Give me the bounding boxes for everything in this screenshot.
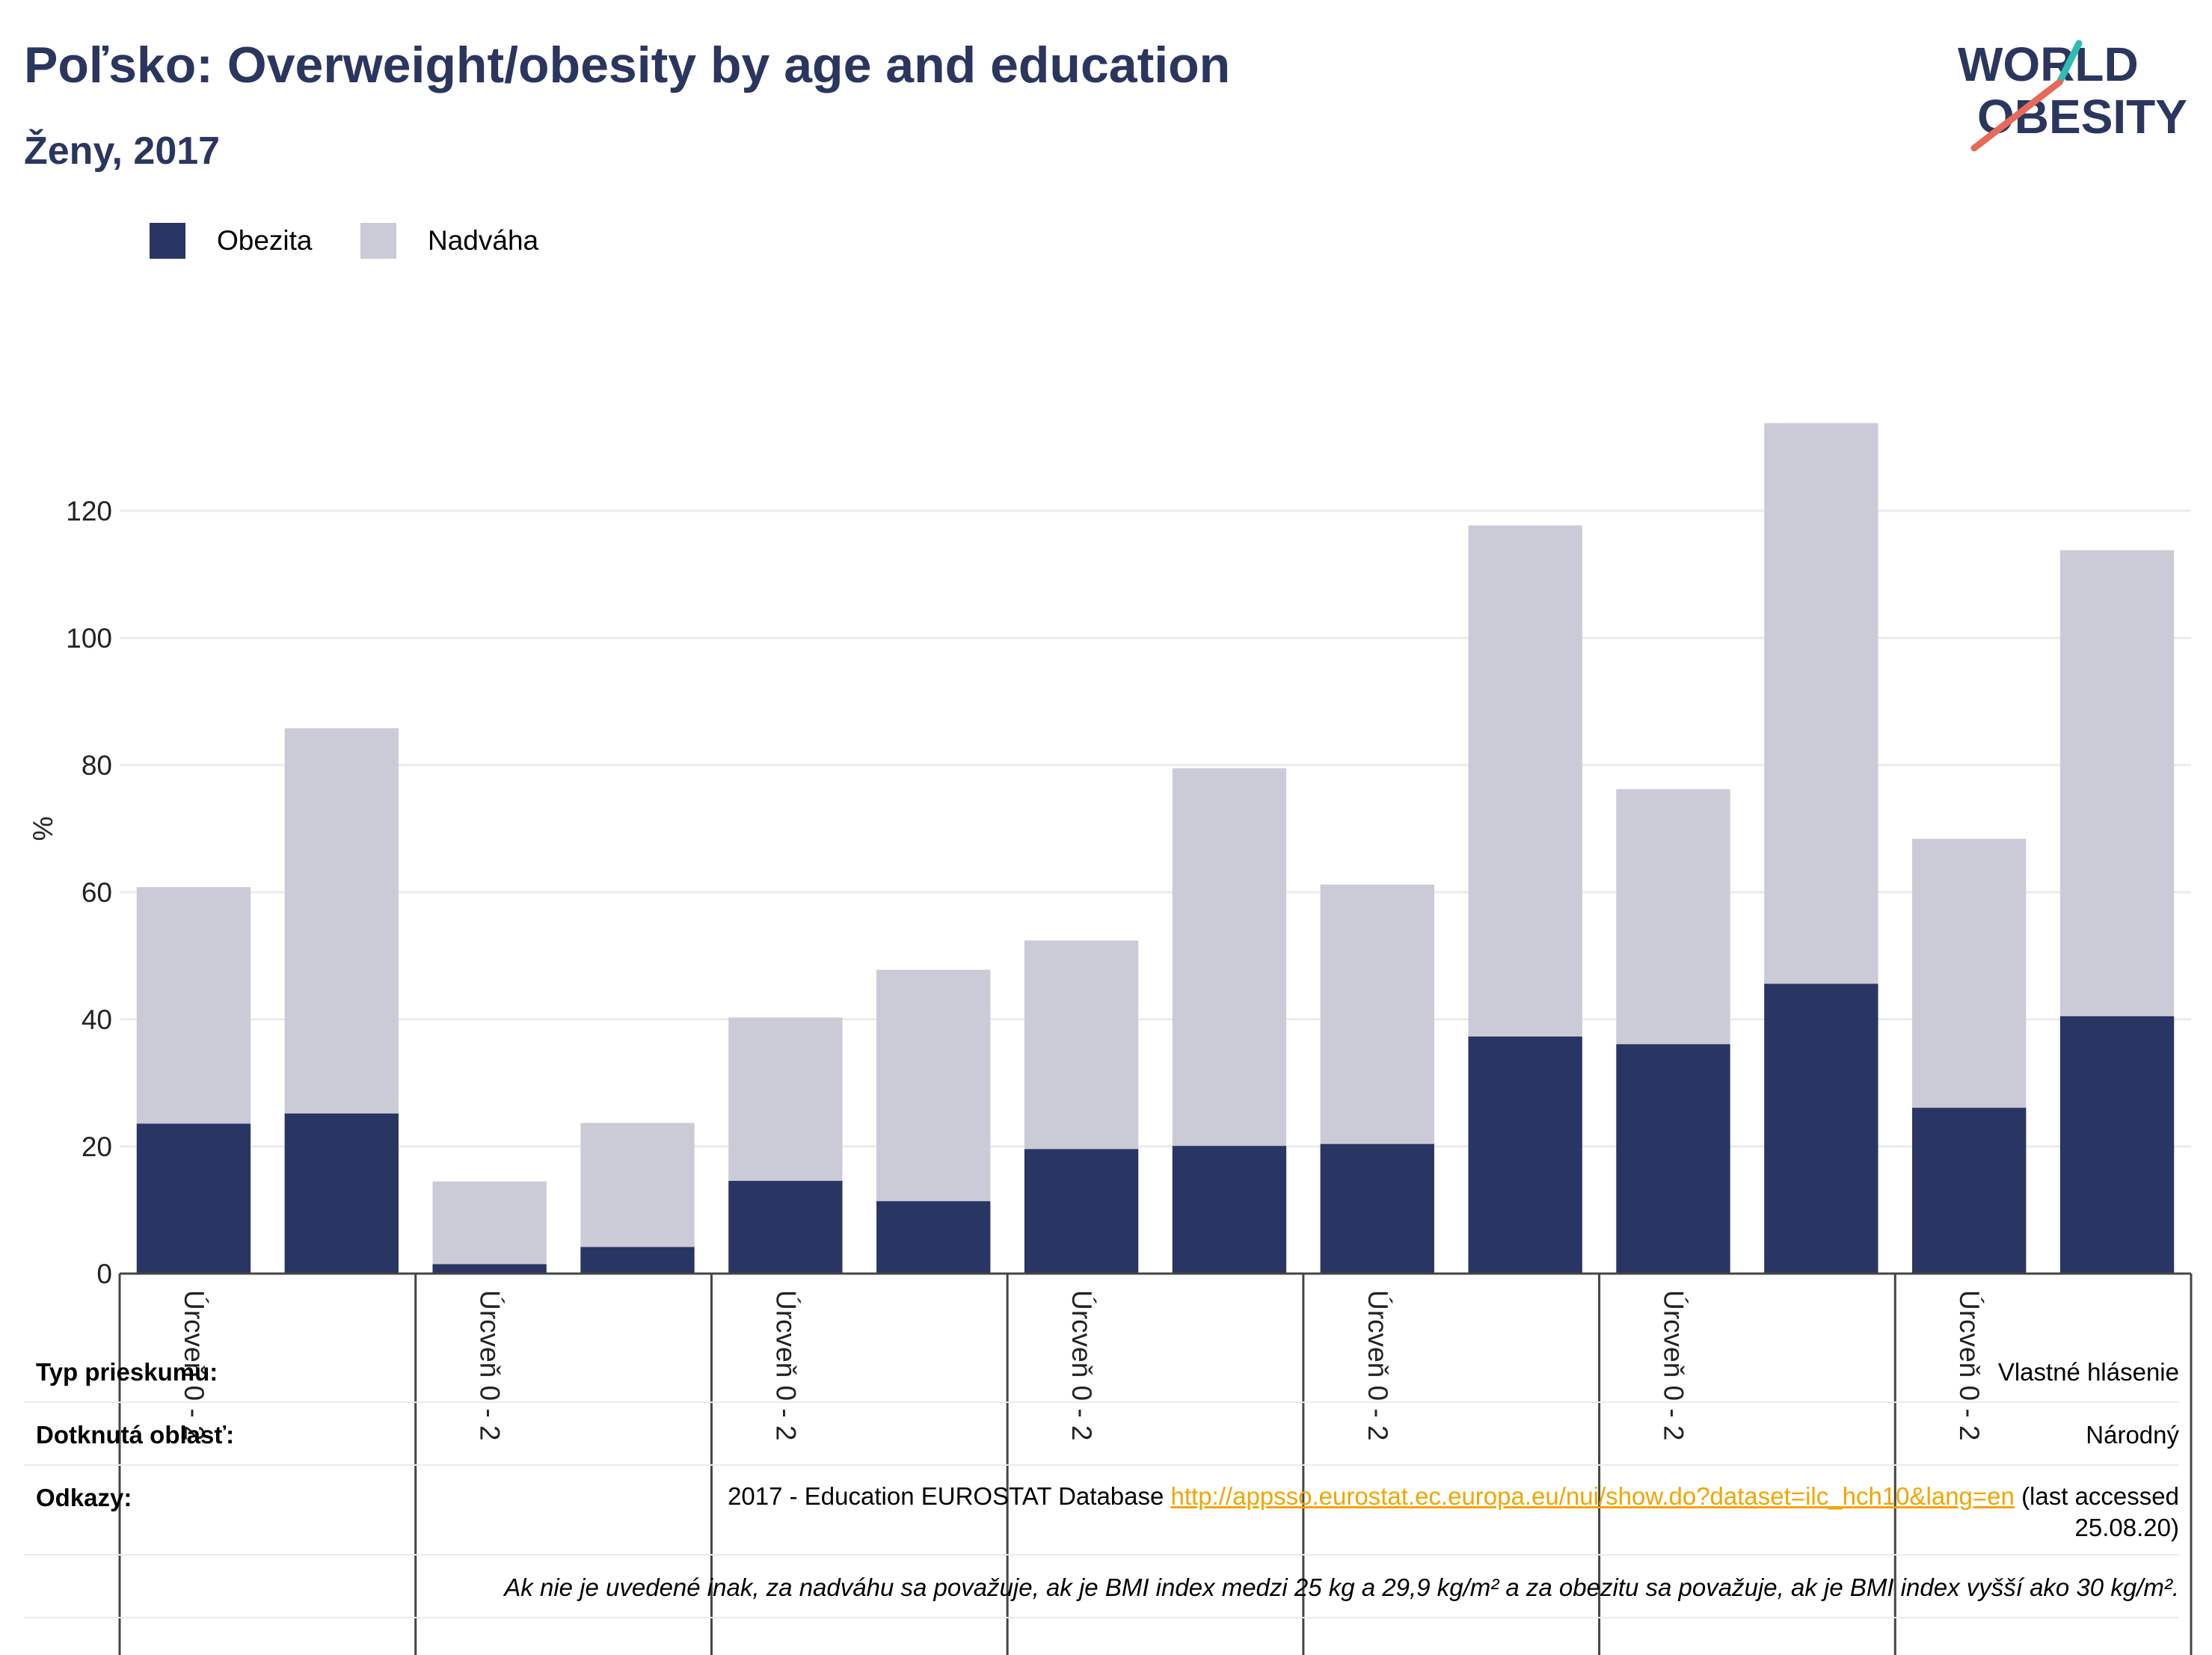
bar-overweight [136,887,251,1124]
area-value: Národný [2086,1421,2179,1449]
bar-obesity [2059,1016,2175,1274]
area-label: Dotknutá oblasť: [36,1421,235,1449]
y-tick-label: 40 [82,1004,112,1035]
y-tick-label: 60 [82,877,112,908]
gridlines [120,509,2191,1148]
bar-obesity [580,1247,695,1274]
y-axis-ticks: 0 20 40 60 80 100 120 [66,496,112,1289]
bar-overweight [580,1123,695,1247]
bar-overweight [284,728,399,1114]
logo-slash-red [1970,79,2063,152]
x-tick-label: Úrcveň 0 - 2 [770,1290,801,1441]
survey-label: Typ prieskumu: [36,1358,218,1386]
x-tick-label: Úrcveň 0 - 2 [1659,1290,1689,1441]
legend-label-obesity: Obezita [217,225,313,256]
note-area: Dotknutá oblasť: Národný [24,1401,2179,1466]
x-tick-label: Úrcveň 0 - 2 [1066,1290,1097,1441]
refs-suffix: (last accessed [2021,1482,2179,1510]
note-survey: Typ prieskumu: Vlastné hlásenie [24,1339,2179,1403]
note-definition: Ak nie je uvedené inak, za nadváhu sa po… [24,1554,2179,1618]
bar-overweight [1468,525,1582,1037]
legend-item-overweight[interactable]: Nadváha [360,223,538,259]
chart-subtitle: Ženy, 2017 [24,129,221,173]
y-tick-label: 100 [66,623,112,654]
bars [136,423,2175,1274]
y-tick-label: 20 [82,1132,112,1162]
bar-obesity [1468,1036,1582,1274]
bar-overweight [2059,550,2175,1016]
legend-swatch-obesity [150,223,185,259]
logo-line1: WORLD [1958,37,2139,91]
y-tick-label: 0 [96,1259,112,1289]
bar-obesity [1320,1143,1434,1274]
y-tick-label: 120 [66,496,112,526]
bar-obesity [432,1264,547,1274]
bar-overweight [1172,768,1287,1146]
x-tick-label: Úrcveň 0 - 2 [475,1290,506,1441]
bar-overweight [1912,838,2027,1108]
refs-text: 2017 - Education EUROSTAT Database [728,1482,1164,1510]
bar-overweight [1764,423,1878,984]
chart-title: Poľsko: Overweight/obesity by age and ed… [24,37,1231,93]
world-obesity-logo: WORLD OBESITY [1958,37,2187,152]
y-tick-label: 80 [82,750,112,781]
x-tick-label: Úrcveň 0 - 2 [1362,1290,1393,1441]
refs-date: 25.08.20) [2074,1514,2179,1541]
definition-text: Ak nie je uvedené inak, za nadváhu sa po… [504,1573,2179,1601]
x-tick-label: Úrcveň 0 - 2 [179,1290,209,1441]
legend-swatch-overweight [360,223,396,259]
bar-obesity [136,1123,251,1274]
bar-obesity [1912,1108,2027,1274]
bar-obesity [876,1201,991,1274]
refs-value: 2017 - Education EUROSTAT Database http:… [728,1481,2179,1544]
survey-value: Vlastné hlásenie [1997,1358,2179,1386]
bar-obesity [728,1180,843,1274]
bar-overweight [432,1181,547,1265]
x-tick-label: Úrcveň 0 - 2 [1954,1290,1985,1441]
note-references: Odkazy: 2017 - Education EUROSTAT Databa… [24,1464,2179,1556]
logo-slash-teal [2056,40,2083,86]
refs-link[interactable]: http://appsso.eurostat.ec.europa.eu/nui/… [1170,1482,2015,1510]
refs-label: Odkazy: [36,1484,132,1511]
bar-obesity [1024,1149,1139,1274]
bar-obesity [284,1113,399,1274]
bar-overweight [876,969,991,1202]
bar-obesity [1616,1044,1730,1274]
bar-overweight [1616,789,1730,1045]
y-axis-label: % [28,817,58,841]
bar-obesity [1764,983,1878,1274]
legend-item-obesity[interactable]: Obezita [150,223,313,259]
bar-obesity [1172,1146,1287,1274]
legend-label-overweight: Nadváha [428,225,539,256]
bar-overweight [1024,940,1139,1149]
bar-overweight [1320,884,1434,1144]
bar-overweight [728,1017,843,1181]
